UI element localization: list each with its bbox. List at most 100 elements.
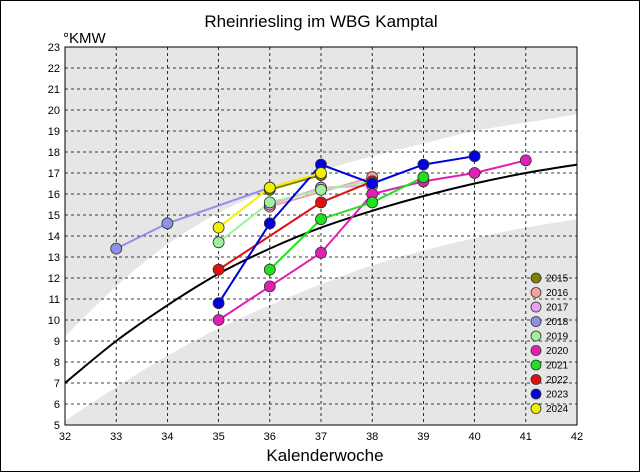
series-line (217, 180, 373, 244)
y-tick-label: 9 (54, 336, 60, 348)
legend-label: 2018 (546, 317, 569, 328)
data-point (417, 171, 430, 184)
y-tick-label: 13 (48, 252, 60, 264)
x-tick-label: 42 (571, 431, 583, 443)
data-point (315, 246, 327, 259)
y-tick-label: 21 (48, 84, 60, 96)
x-tick-label: 34 (161, 431, 173, 443)
legend-marker (530, 388, 542, 400)
y-tick-label: 5 (54, 420, 60, 432)
legend-label: 2021 (546, 361, 569, 372)
legend-marker (530, 359, 542, 371)
x-tick-label: 32 (59, 431, 71, 443)
data-point (417, 158, 430, 171)
y-tick-label: 20 (48, 105, 60, 117)
legend-marker (530, 316, 542, 327)
data-point (315, 167, 327, 179)
legend-label: 2023 (546, 390, 569, 401)
legend-marker (530, 403, 542, 414)
series-line (269, 174, 322, 191)
series-group (110, 150, 532, 326)
legend-label: 2015 (546, 274, 569, 285)
data-point (366, 177, 379, 190)
data-point (366, 196, 379, 209)
data-point (212, 297, 225, 310)
axis-ticks: 32 33 34 35 36 37 38 39 40 41 42 5 6 7 8 9 10 11 12 13 14 15 1… (48, 42, 583, 443)
y-tick-label: 7 (54, 378, 60, 390)
legend-marker (530, 374, 542, 385)
series-2019 (217, 180, 373, 244)
series-2015 (269, 174, 322, 191)
legend-item-2020: 2020 (530, 345, 569, 357)
series-2023 (217, 155, 475, 304)
x-tick-label: 35 (212, 431, 224, 443)
legend-item-2023: 2023 (530, 388, 569, 401)
y-tick-label: 19 (48, 126, 60, 138)
x-tick-label: 38 (366, 431, 378, 443)
y-tick-label: 11 (49, 294, 60, 306)
legend-item-2015: 2015 (530, 272, 569, 285)
series-points-2024 (212, 167, 327, 234)
data-point (263, 263, 276, 276)
data-point (161, 217, 174, 230)
reference-curve (65, 163, 577, 384)
y-tick-label: 14 (48, 231, 60, 243)
legend-marker (530, 345, 542, 356)
data-point (519, 154, 532, 167)
y-tick-label: 23 (48, 42, 60, 54)
series-line (269, 176, 424, 271)
legend-item-2021: 2021 (530, 359, 569, 372)
series-line (217, 155, 475, 304)
legend-label: 2024 (546, 404, 569, 415)
legend-item-2022: 2022 (530, 374, 569, 386)
series-2021 (269, 176, 424, 271)
y-axis-label: °KMW (63, 30, 106, 47)
data-point (315, 183, 327, 196)
x-tick-label: 39 (417, 431, 429, 443)
legend-label: 2020 (546, 346, 569, 357)
data-point (212, 236, 225, 249)
legend-item-2017: 2017 (530, 301, 569, 314)
data-point (263, 280, 276, 293)
data-point (263, 196, 276, 209)
x-tick-label: 37 (315, 431, 327, 443)
legend-item-2024: 2024 (530, 403, 569, 415)
x-axis-label: Kalenderwoche (266, 446, 383, 465)
reference-curve-group (65, 163, 577, 384)
data-point (263, 217, 276, 230)
data-point (263, 181, 276, 194)
data-point (315, 196, 327, 209)
x-tick-label: 40 (468, 431, 480, 443)
legend-item-2019: 2019 (530, 330, 569, 343)
data-point (212, 314, 225, 326)
legend-item-2016: 2016 (530, 287, 569, 299)
data-point (315, 213, 327, 226)
legend-marker (530, 301, 542, 313)
legend-label: 2019 (546, 332, 569, 343)
legend-label: 2022 (546, 375, 569, 386)
grid-lines (65, 47, 577, 425)
y-tick-label: 8 (54, 357, 60, 369)
data-point (212, 221, 225, 234)
y-tick-label: 10 (48, 315, 60, 327)
data-point (468, 150, 481, 163)
legend-label: 2017 (546, 303, 569, 314)
y-tick-label: 22 (48, 63, 60, 75)
normal-range-band (65, 114, 577, 421)
plot-border (64, 46, 578, 426)
chart-title: Rheinriesling im WBG Kamptal (204, 12, 437, 31)
data-point (212, 263, 225, 276)
y-tick-label: 6 (54, 399, 60, 411)
y-tick-label: 15 (48, 210, 60, 222)
x-tick-label: 33 (110, 431, 122, 443)
x-tick-label: 41 (520, 431, 532, 443)
legend-item-2018: 2018 (530, 316, 569, 328)
legend-marker (530, 330, 542, 342)
y-tick-label: 18 (48, 147, 60, 159)
y-tick-label: 12 (48, 273, 60, 285)
y-tick-label: 17 (48, 168, 60, 180)
x-tick-label: 36 (264, 431, 276, 443)
series-points-2023 (212, 150, 481, 310)
